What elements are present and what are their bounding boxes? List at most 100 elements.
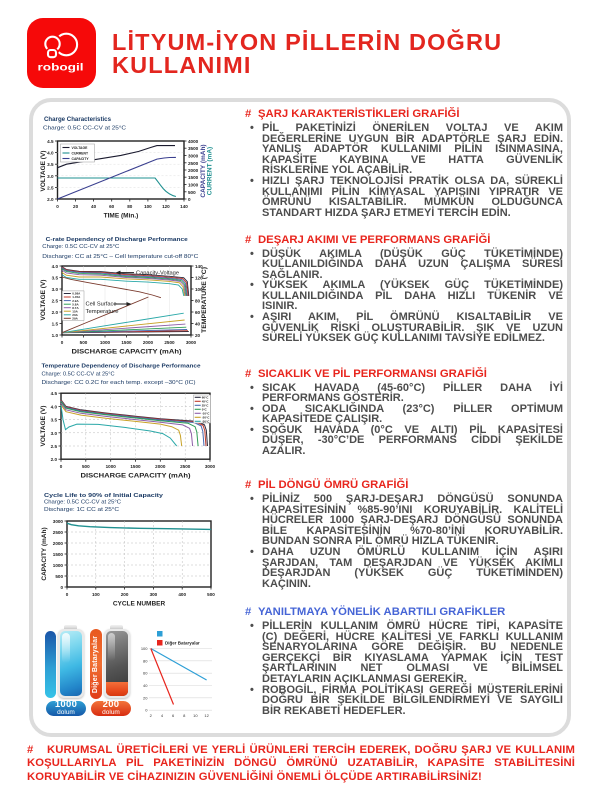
svg-text:Charge: 0.5C CC-CV at 25°C: Charge: 0.5C CC-CV at 25°C xyxy=(42,244,119,250)
svg-text:2500: 2500 xyxy=(164,340,175,345)
svg-text:40: 40 xyxy=(143,683,148,688)
svg-text:80: 80 xyxy=(195,299,201,304)
svg-text:CURRENT (mA): CURRENT (mA) xyxy=(207,147,214,195)
svg-text:1500: 1500 xyxy=(53,552,64,557)
svg-text:Cell Surface: Cell Surface xyxy=(86,302,117,308)
svg-text:-10°C: -10°C xyxy=(202,412,211,416)
svg-text:TIME (Min.): TIME (Min.) xyxy=(104,213,139,220)
svg-text:Charge: 0.5C CC-CV at 25°C: Charge: 0.5C CC-CV at 25°C xyxy=(44,499,121,505)
svg-text:80: 80 xyxy=(143,658,148,663)
svg-text:20A: 20A xyxy=(72,313,78,317)
svg-text:Temperature: Temperature xyxy=(86,309,119,315)
svg-text:4000: 4000 xyxy=(188,139,199,144)
svg-text:0: 0 xyxy=(56,204,59,209)
svg-text:1500: 1500 xyxy=(130,464,141,469)
svg-text:1.5: 1.5 xyxy=(52,322,59,327)
svg-text:10: 10 xyxy=(193,713,198,718)
svg-text:500: 500 xyxy=(80,340,88,345)
svg-text:2.0: 2.0 xyxy=(52,310,59,315)
svg-text:20: 20 xyxy=(73,204,79,209)
svg-text:Cycle Life to 90% of Initial C: Cycle Life to 90% of Initial Capacity xyxy=(44,493,164,499)
svg-text:3.0: 3.0 xyxy=(51,431,58,436)
svg-text:CAPACITY (mAh): CAPACITY (mAh) xyxy=(41,527,48,580)
svg-text:1000: 1000 xyxy=(100,340,111,345)
svg-text:0: 0 xyxy=(60,585,63,590)
svg-text:VOLTAGE (V): VOLTAGE (V) xyxy=(40,406,47,447)
svg-text:60: 60 xyxy=(109,204,115,209)
svg-text:Charge Characteristics: Charge Characteristics xyxy=(44,117,112,123)
svg-text:0.58A: 0.58A xyxy=(72,292,81,296)
svg-text:VOLTAGE (V): VOLTAGE (V) xyxy=(40,280,47,321)
svg-text:Discharge: CC 0.2C for each te: Discharge: CC 0.2C for each temp. except… xyxy=(42,380,196,386)
svg-text:12: 12 xyxy=(204,713,209,718)
svg-text:0: 0 xyxy=(188,197,191,202)
svg-text:1000: 1000 xyxy=(106,464,117,469)
svg-text:3000: 3000 xyxy=(188,154,199,159)
svg-text:3500: 3500 xyxy=(188,146,199,151)
svg-text:2: 2 xyxy=(150,713,153,718)
svg-text:2000: 2000 xyxy=(53,541,64,546)
svg-text:400: 400 xyxy=(178,592,186,597)
svg-text:20: 20 xyxy=(143,695,148,700)
svg-text:25°C: 25°C xyxy=(202,404,210,408)
svg-text:2.5: 2.5 xyxy=(51,444,58,449)
svg-text:45°C: 45°C xyxy=(202,400,210,404)
svg-text:200: 200 xyxy=(121,592,129,597)
svg-text:VOLTAGE (V): VOLTAGE (V) xyxy=(40,151,47,192)
svg-text:Capacity-Voltage: Capacity-Voltage xyxy=(136,271,179,277)
svg-text:4.0: 4.0 xyxy=(51,404,58,409)
svg-text:15A: 15A xyxy=(72,310,78,314)
svg-text:500: 500 xyxy=(82,464,90,469)
svg-text:C-rate Dependency of Discharge: C-rate Dependency of Discharge Performan… xyxy=(46,237,189,243)
svg-text:3000: 3000 xyxy=(205,464,216,469)
svg-text:100: 100 xyxy=(92,592,100,597)
svg-text:1500: 1500 xyxy=(121,340,132,345)
svg-text:Discharge: CC at 25°C – Cell t: Discharge: CC at 25°C – Cell temperature… xyxy=(42,254,198,260)
svg-text:0: 0 xyxy=(60,464,63,469)
svg-text:40: 40 xyxy=(195,322,201,327)
svg-text:-30°C: -30°C xyxy=(202,420,211,424)
svg-text:29A: 29A xyxy=(72,317,78,321)
svg-text:3.0: 3.0 xyxy=(47,174,54,179)
svg-text:500: 500 xyxy=(55,574,63,579)
svg-text:60°C: 60°C xyxy=(202,396,210,400)
svg-text:0: 0 xyxy=(66,592,69,597)
svg-text:120: 120 xyxy=(195,276,203,281)
svg-text:CYCLE NUMBER: CYCLE NUMBER xyxy=(113,601,166,608)
svg-text:3.5: 3.5 xyxy=(47,162,54,167)
svg-text:1500: 1500 xyxy=(188,175,199,180)
svg-text:100: 100 xyxy=(144,204,152,209)
svg-text:2000: 2000 xyxy=(143,340,154,345)
svg-text:60: 60 xyxy=(143,671,148,676)
svg-text:DISCHARGE CAPACITY (mAh): DISCHARGE CAPACITY (mAh) xyxy=(72,349,182,356)
svg-text:Discharge: 1C CC at 25°C: Discharge: 1C CC at 25°C xyxy=(44,507,119,513)
svg-text:5.8A: 5.8A xyxy=(72,302,79,306)
svg-text:2000: 2000 xyxy=(188,168,199,173)
svg-text:140: 140 xyxy=(195,264,203,269)
svg-text:-20°C: -20°C xyxy=(202,416,211,420)
svg-text:80: 80 xyxy=(127,204,133,209)
svg-text:3000: 3000 xyxy=(186,340,197,345)
svg-text:140: 140 xyxy=(180,204,188,209)
svg-text:DISCHARGE CAPACITY (mAh): DISCHARGE CAPACITY (mAh) xyxy=(81,473,191,480)
svg-text:robogil: robogil xyxy=(38,62,84,74)
svg-text:2.9A: 2.9A xyxy=(72,299,79,303)
svg-text:2.0: 2.0 xyxy=(47,197,54,202)
svg-text:2.0: 2.0 xyxy=(51,457,58,462)
svg-text:500: 500 xyxy=(188,190,196,195)
svg-text:3.5: 3.5 xyxy=(52,276,59,281)
svg-text:TEMPERATURE (°C): TEMPERATURE (°C) xyxy=(200,267,208,333)
svg-text:VOLTAGE: VOLTAGE xyxy=(72,146,89,150)
svg-text:CURRENT: CURRENT xyxy=(72,151,90,155)
svg-text:4.5: 4.5 xyxy=(51,391,58,396)
svg-text:4.0: 4.0 xyxy=(52,264,59,269)
svg-text:2500: 2500 xyxy=(180,464,191,469)
svg-text:1000: 1000 xyxy=(188,183,199,188)
svg-text:3.0: 3.0 xyxy=(52,287,59,292)
svg-text:Diğer Bataryalar: Diğer Bataryalar xyxy=(165,641,200,646)
svg-text:4.0: 4.0 xyxy=(47,151,54,156)
svg-text:100: 100 xyxy=(141,646,148,651)
svg-text:0°C: 0°C xyxy=(202,408,208,412)
svg-text:300: 300 xyxy=(150,592,158,597)
svg-text:120: 120 xyxy=(162,204,170,209)
